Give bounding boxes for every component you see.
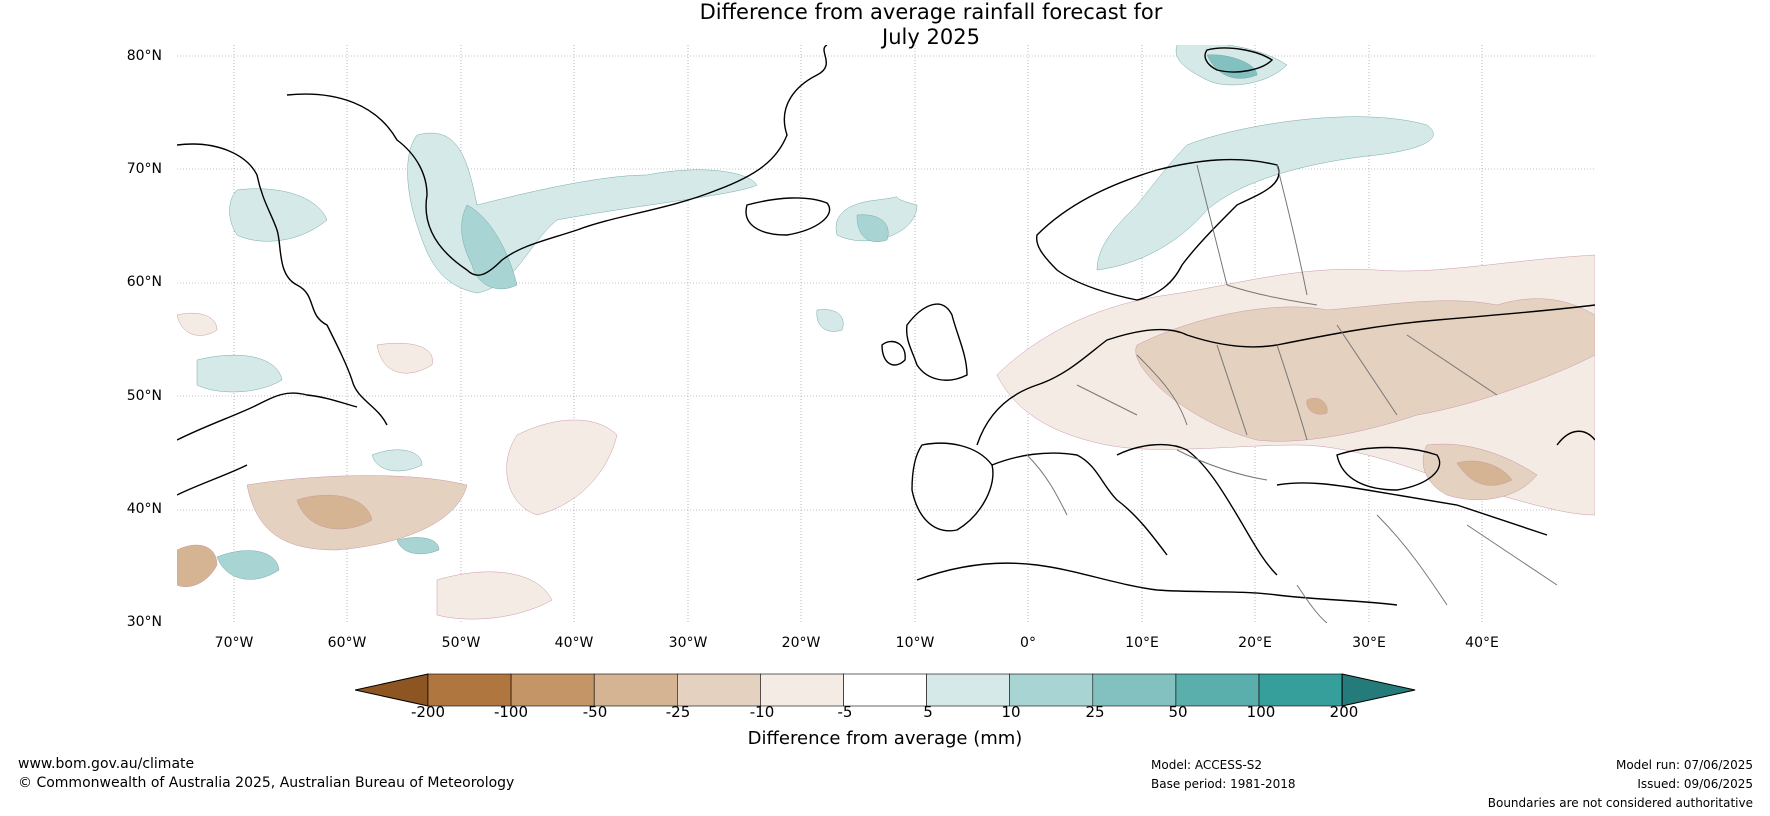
map-canvas <box>177 45 1595 623</box>
rainfall-map <box>177 45 1595 623</box>
wet-anomaly-regions <box>196 45 1434 580</box>
lat-label-30n: 30°N <box>126 614 162 630</box>
lon-label-20e: 20°E <box>1238 635 1272 651</box>
lon-label-40e: 40°E <box>1465 635 1499 651</box>
lat-label-40n: 40°N <box>126 501 162 517</box>
footer-base-period: Base period: 1981-2018 <box>1151 777 1296 791</box>
footer-website: www.bom.gov.au/climate <box>18 756 195 772</box>
title-line-2: July 2025 <box>882 25 980 49</box>
colorbar-swatch <box>843 673 927 707</box>
footer-copyright: © Commonwealth of Australia 2025, Austra… <box>18 775 515 791</box>
colorbar-swatch <box>1175 673 1260 707</box>
colorbar-extend-high <box>1341 673 1416 707</box>
colorbar-tick: 10 <box>1001 703 1021 721</box>
colorbar <box>354 673 1418 707</box>
colorbar-tick: -5 <box>837 703 853 721</box>
coastlines <box>177 45 1595 606</box>
lon-label-10e: 10°E <box>1125 635 1159 651</box>
colorbar-swatch <box>593 673 678 707</box>
colorbar-swatch <box>926 673 1010 707</box>
colorbar-tick: 5 <box>923 703 933 721</box>
colorbar-tick: -25 <box>665 703 691 721</box>
colorbar-swatch <box>1009 673 1094 707</box>
lon-label-30w: 30°W <box>668 635 708 651</box>
dry-anomaly-regions <box>177 254 1595 620</box>
colorbar-swatch <box>1092 673 1177 707</box>
lon-label-40w: 40°W <box>554 635 594 651</box>
colorbar-tick: 200 <box>1329 703 1359 721</box>
colorbar-swatch <box>510 673 595 707</box>
colorbar-extend-low <box>354 673 429 707</box>
chart-title: Difference from average rainfall forecas… <box>0 0 1770 50</box>
lon-label-30e: 30°E <box>1352 635 1386 651</box>
footer-disclaimer: Boundaries are not considered authoritat… <box>1487 796 1753 810</box>
colorbar-tick: -200 <box>410 703 446 721</box>
lat-label-70n: 70°N <box>126 161 162 177</box>
colorbar-swatch <box>760 673 844 707</box>
footer-model-run: Model run: 07/06/2025 <box>1615 758 1753 772</box>
colorbar-swatch <box>427 673 512 707</box>
title-line-1: Difference from average rainfall forecas… <box>699 0 1163 24</box>
lat-label-50n: 50°N <box>126 388 162 404</box>
colorbar-tick: 50 <box>1168 703 1188 721</box>
footer-model: Model: ACCESS-S2 <box>1151 758 1263 772</box>
colorbar-tick: -100 <box>493 703 529 721</box>
lat-label-80n: 80°N <box>126 48 162 64</box>
lon-label-10w: 10°W <box>895 635 935 651</box>
colorbar-label: Difference from average (mm) <box>747 728 1023 749</box>
lon-label-60w: 60°W <box>327 635 367 651</box>
lat-label-60n: 60°N <box>126 274 162 290</box>
colorbar-tick: -10 <box>749 703 775 721</box>
country-borders <box>1026 164 1558 623</box>
lon-label-0: 0° <box>1020 635 1036 651</box>
colorbar-tick: 25 <box>1085 703 1105 721</box>
colorbar-swatches <box>354 673 1416 707</box>
lon-label-70w: 70°W <box>214 635 254 651</box>
footer-issued: Issued: 09/06/2025 <box>1637 777 1753 791</box>
colorbar-swatch <box>676 673 761 707</box>
lon-label-50w: 50°W <box>441 635 481 651</box>
colorbar-swatch <box>1258 673 1343 707</box>
colorbar-tick: 100 <box>1246 703 1276 721</box>
lon-label-20w: 20°W <box>781 635 821 651</box>
colorbar-tick: -50 <box>582 703 608 721</box>
